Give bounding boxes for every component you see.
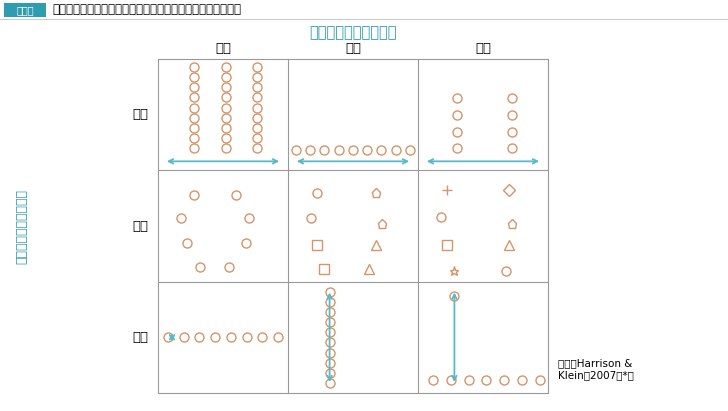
Text: 最小: 最小 bbox=[215, 42, 231, 55]
Text: 多様: 多様 bbox=[132, 219, 148, 233]
Text: 最大: 最大 bbox=[475, 42, 491, 55]
Text: 分離: 分離 bbox=[132, 108, 148, 121]
Text: ３種類のグループ内ダイバーシティとその程度のイメージ図: ３種類のグループ内ダイバーシティとその程度のイメージ図 bbox=[52, 4, 241, 16]
Bar bbox=[4, 3, 46, 17]
Text: 格差: 格差 bbox=[132, 331, 148, 344]
Text: 出所：Harrison &
Klein（2007）*５: 出所：Harrison & Klein（2007）*５ bbox=[558, 358, 634, 380]
Text: ダイバーシティの種類: ダイバーシティの種類 bbox=[15, 189, 28, 263]
Text: ダイバーシティの程度: ダイバーシティの程度 bbox=[309, 25, 397, 41]
Text: 中常: 中常 bbox=[345, 42, 361, 55]
Text: 図表２: 図表２ bbox=[16, 5, 33, 15]
